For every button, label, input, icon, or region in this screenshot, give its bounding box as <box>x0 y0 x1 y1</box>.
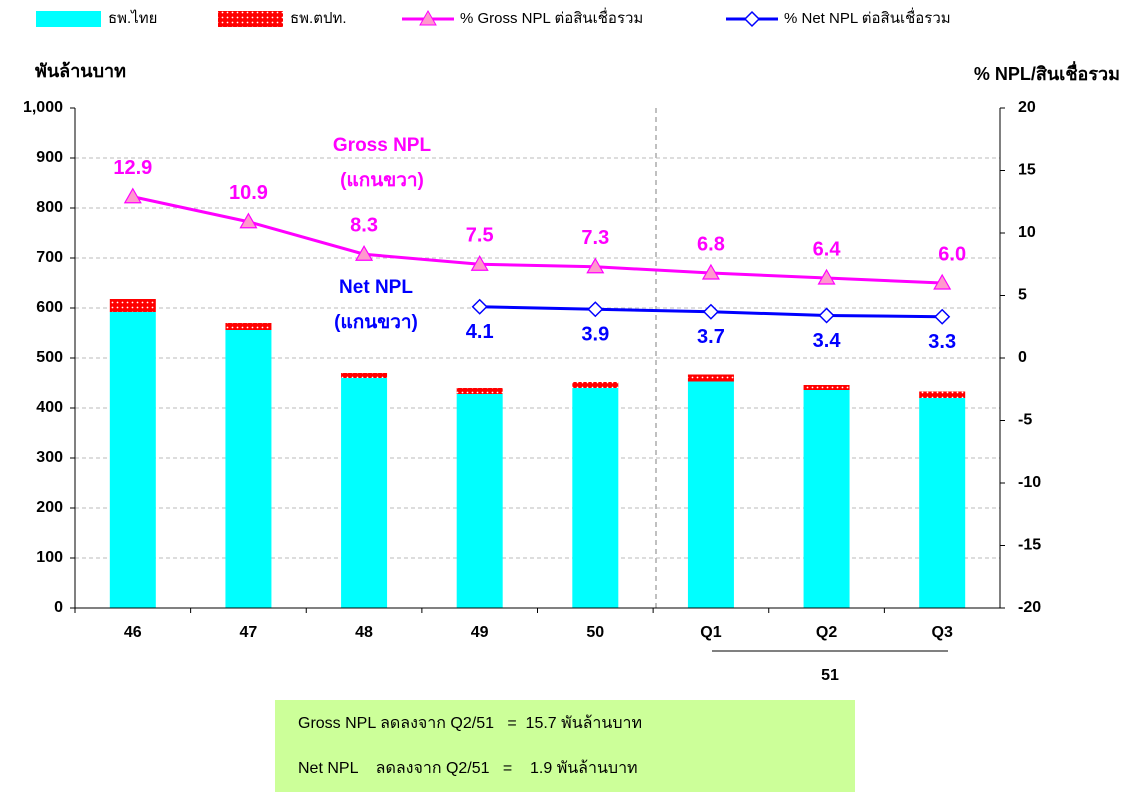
x-tick-label: Q3 <box>932 624 953 641</box>
marker <box>123 187 142 204</box>
y-tick-label: 600 <box>36 299 63 316</box>
bar <box>341 378 388 608</box>
marker <box>355 245 374 261</box>
bar <box>572 382 619 388</box>
annotation: (แกนขวา) <box>340 170 424 191</box>
annotation: Gross NPL <box>333 135 432 156</box>
x-tick-label: 46 <box>124 624 142 641</box>
data-label: 6.0 <box>938 243 966 265</box>
y2-tick-label: -15 <box>1018 537 1041 554</box>
legend-marker <box>743 10 761 28</box>
bar <box>919 391 966 398</box>
data-label: 3.9 <box>581 324 609 346</box>
y-tick-label: 800 <box>36 199 63 216</box>
data-label: 7.3 <box>581 227 609 249</box>
bar <box>572 388 619 608</box>
x-tick-label: Q2 <box>816 624 837 641</box>
bar <box>225 323 272 330</box>
annotation: (แกนขวา) <box>334 312 418 333</box>
marker <box>818 307 835 324</box>
marker <box>933 273 952 290</box>
bar <box>225 330 272 608</box>
y2-axis-label: % NPL/สินเชื่อรวม <box>974 61 1120 84</box>
bar <box>803 390 850 608</box>
y2-tick-label: 15 <box>1018 162 1036 179</box>
y2-tick-label: 10 <box>1018 224 1036 241</box>
y2-tick-label: 5 <box>1018 287 1027 304</box>
data-label: 10.9 <box>229 182 268 204</box>
x-tick-label: 50 <box>586 624 604 641</box>
legend-swatch <box>36 11 101 27</box>
data-label: 3.3 <box>928 331 956 353</box>
legend-label: % Net NPL ต่อสินเชื่อรวม <box>784 7 951 27</box>
note-box <box>275 700 855 792</box>
bar <box>456 394 503 608</box>
note: Gross NPL ลดลงจาก Q2/51 = 15.7 พันล้านบา… <box>298 714 642 732</box>
y2-tick-label: 20 <box>1018 99 1036 116</box>
legend-label: ธพ.ไทย <box>108 9 157 27</box>
bar <box>109 312 156 608</box>
bar <box>687 374 734 382</box>
y2-tick-label: 0 <box>1018 349 1027 366</box>
legend-swatch <box>218 11 283 27</box>
annotation: Net NPL <box>339 277 413 298</box>
bar <box>341 373 388 378</box>
y2-tick-label: -5 <box>1018 412 1032 429</box>
x-tick-label: 48 <box>355 624 373 641</box>
group-label: 51 <box>821 667 839 684</box>
legend-marker <box>419 9 437 26</box>
legend-label: % Gross NPL ต่อสินเชื่อรวม <box>460 7 643 27</box>
marker <box>586 257 605 274</box>
marker <box>587 301 604 318</box>
marker <box>934 308 951 325</box>
line <box>132 195 943 285</box>
legend-label: ธพ.ตปท. <box>290 10 347 27</box>
y-tick-label: 100 <box>36 549 63 566</box>
data-label: 8.3 <box>350 215 378 237</box>
bar <box>919 398 966 608</box>
data-label: 6.8 <box>697 233 725 255</box>
marker <box>471 298 488 315</box>
data-label: 6.4 <box>813 238 842 260</box>
x-tick-label: 49 <box>471 624 489 641</box>
bar <box>687 381 734 608</box>
marker <box>470 255 489 271</box>
marker <box>701 263 720 280</box>
data-label: 3.4 <box>813 330 842 352</box>
data-label: 3.7 <box>697 326 725 348</box>
y-tick-label: 400 <box>36 399 63 416</box>
bar <box>803 385 850 390</box>
y-tick-label: 200 <box>36 499 63 516</box>
y-tick-label: 900 <box>36 149 63 166</box>
y2-tick-label: -20 <box>1018 599 1041 616</box>
y-tick-label: 300 <box>36 449 63 466</box>
marker <box>702 303 719 320</box>
data-label: 4.1 <box>466 321 494 343</box>
data-label: 7.5 <box>466 225 494 247</box>
bar <box>456 388 503 394</box>
x-tick-label: Q1 <box>700 624 721 641</box>
y2-tick-label: -10 <box>1018 474 1041 491</box>
y-tick-label: 1,000 <box>23 99 63 116</box>
y-tick-label: 700 <box>36 249 63 266</box>
x-tick-label: 47 <box>240 624 258 641</box>
note: Net NPL ลดลงจาก Q2/51 = 1.9 พันล้านบาท <box>298 759 638 777</box>
bar <box>109 299 156 312</box>
y-tick-label: 500 <box>36 349 63 366</box>
marker <box>239 212 258 229</box>
marker <box>817 268 836 285</box>
y-axis-label: พันล้านบาท <box>35 61 126 81</box>
y-tick-label: 0 <box>54 599 63 616</box>
data-label: 12.9 <box>113 157 152 179</box>
